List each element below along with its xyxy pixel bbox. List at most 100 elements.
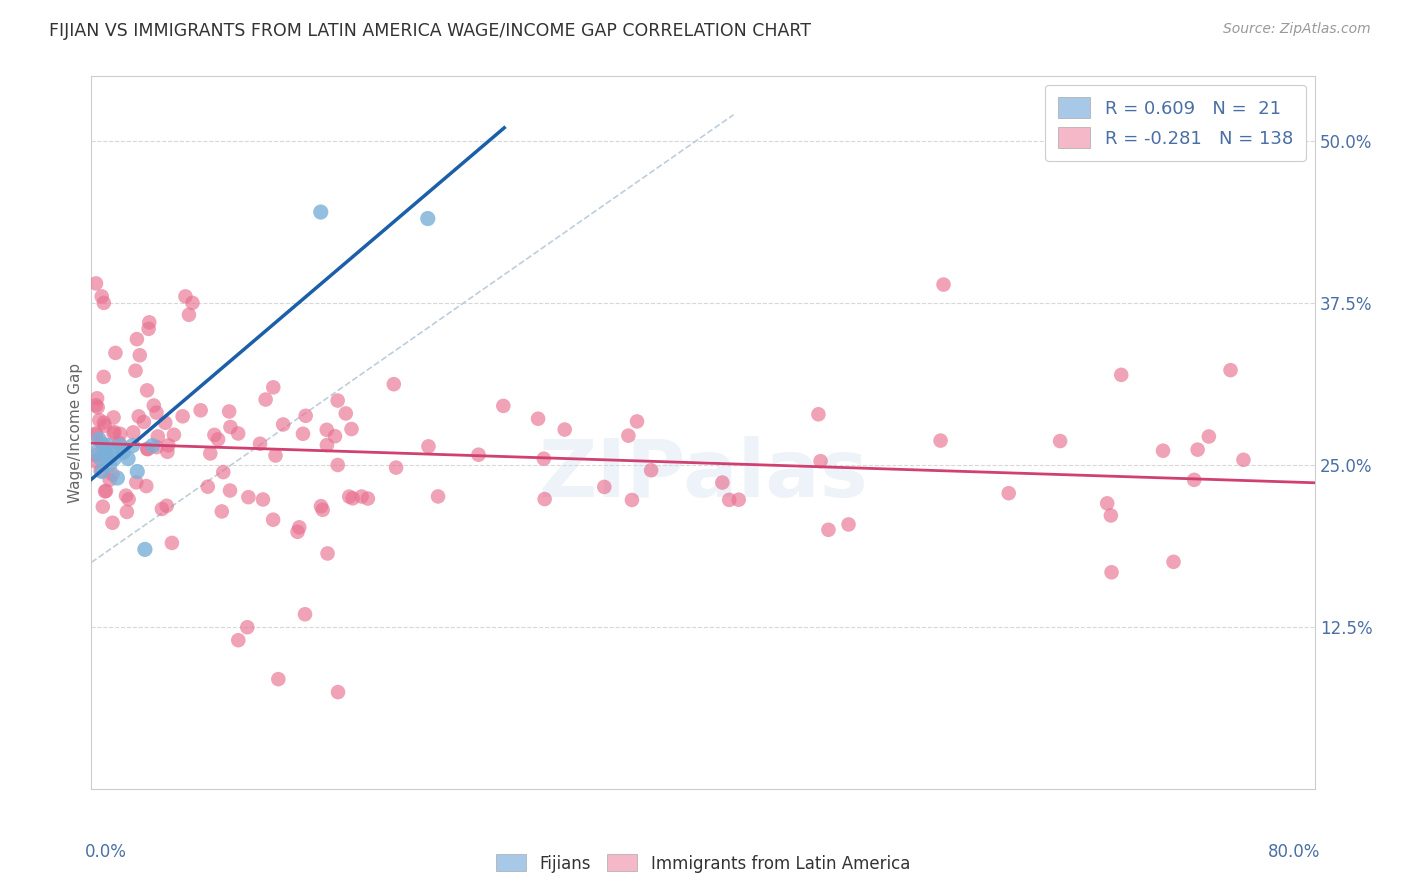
Point: [219, 483, 242, 498]
Point: [342, 491, 364, 506]
Point: [155, 416, 177, 430]
Point: [163, 427, 186, 442]
Point: [620, 492, 643, 507]
Point: [1219, 363, 1241, 377]
Point: [197, 480, 219, 494]
Point: [315, 423, 337, 437]
Point: [1095, 496, 1118, 510]
Point: [323, 429, 346, 443]
Point: [492, 399, 515, 413]
Point: [122, 425, 145, 440]
Point: [181, 296, 204, 310]
Point: [115, 505, 138, 519]
Point: [1198, 429, 1220, 443]
Point: [98, 473, 121, 487]
Point: [533, 492, 555, 507]
Point: [226, 633, 249, 648]
Point: [593, 480, 616, 494]
Point: [110, 439, 132, 453]
Point: [103, 426, 125, 441]
Point: [136, 384, 159, 398]
Point: [316, 546, 339, 560]
Point: [311, 503, 333, 517]
Point: [105, 471, 128, 485]
Point: [128, 348, 150, 362]
Point: [94, 445, 117, 459]
Point: [91, 465, 114, 479]
Point: [932, 277, 955, 292]
Y-axis label: Wage/Income Gap: Wage/Income Gap: [67, 362, 83, 503]
Point: [640, 463, 662, 477]
Point: [103, 451, 125, 466]
Point: [262, 513, 284, 527]
Point: [467, 448, 489, 462]
Point: [136, 442, 159, 457]
Point: [418, 439, 440, 453]
Point: [174, 289, 197, 303]
Point: [156, 444, 179, 458]
Point: [288, 520, 311, 534]
Point: [101, 467, 124, 482]
Point: [264, 449, 287, 463]
Text: Source: ZipAtlas.com: Source: ZipAtlas.com: [1223, 22, 1371, 37]
Point: [97, 439, 120, 453]
Point: [87, 432, 110, 446]
Point: [294, 607, 316, 622]
Point: [211, 504, 233, 518]
Point: [121, 439, 143, 453]
Point: [190, 403, 212, 417]
Point: [93, 416, 115, 430]
Point: [427, 490, 450, 504]
Point: [101, 516, 124, 530]
Point: [96, 451, 118, 466]
Point: [125, 332, 148, 346]
Point: [416, 211, 439, 226]
Point: [84, 427, 107, 442]
Point: [134, 542, 156, 557]
Point: [838, 517, 860, 532]
Point: [117, 492, 139, 507]
Point: [84, 277, 107, 291]
Point: [101, 445, 124, 459]
Point: [98, 458, 121, 472]
Point: [135, 479, 157, 493]
Point: [929, 434, 952, 448]
Point: [238, 490, 260, 504]
Point: [271, 417, 294, 432]
Point: [617, 428, 640, 442]
Point: [127, 465, 149, 479]
Point: [350, 490, 373, 504]
Point: [115, 489, 138, 503]
Point: [337, 490, 360, 504]
Point: [267, 672, 290, 686]
Legend: R = 0.609   N =  21, R = -0.281   N = 138: R = 0.609 N = 21, R = -0.281 N = 138: [1045, 85, 1306, 161]
Point: [718, 492, 741, 507]
Point: [1182, 473, 1205, 487]
Point: [1099, 508, 1122, 523]
Point: [236, 620, 259, 634]
Point: [84, 426, 107, 441]
Text: 0.0%: 0.0%: [86, 843, 127, 861]
Point: [146, 429, 169, 443]
Point: [94, 483, 117, 498]
Point: [1101, 566, 1123, 580]
Point: [249, 436, 271, 450]
Point: [309, 499, 332, 513]
Point: [218, 404, 240, 418]
Point: [84, 398, 107, 412]
Text: 80.0%: 80.0%: [1268, 843, 1320, 861]
Point: [84, 455, 107, 469]
Point: [145, 406, 167, 420]
Point: [104, 346, 127, 360]
Point: [202, 428, 225, 442]
Point: [91, 500, 114, 514]
Point: [94, 484, 117, 499]
Point: [262, 380, 284, 394]
Point: [382, 377, 405, 392]
Point: [326, 458, 349, 472]
Point: [136, 442, 159, 456]
Point: [212, 465, 235, 479]
Point: [1163, 555, 1185, 569]
Point: [357, 491, 380, 506]
Point: [294, 409, 316, 423]
